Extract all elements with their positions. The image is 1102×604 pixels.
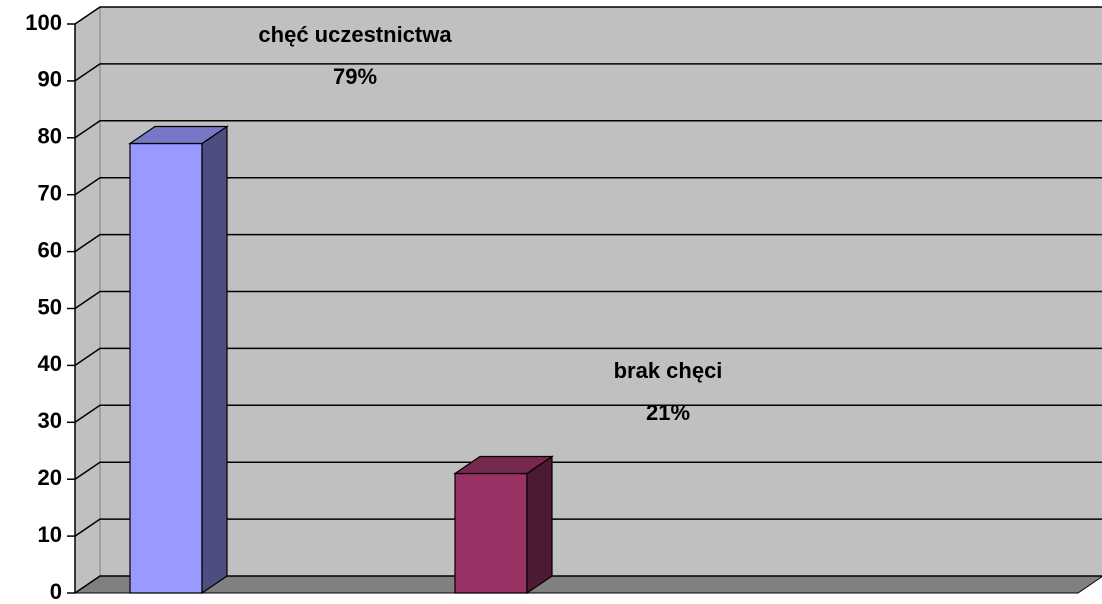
y-tick-label: 100: [25, 10, 62, 35]
y-tick-label: 40: [38, 351, 62, 376]
bar-front: [129, 142, 203, 594]
y-tick-label: 50: [38, 294, 62, 319]
grid-line: [74, 461, 1102, 480]
grid-line: [74, 518, 1102, 537]
grid-line: [74, 347, 1102, 367]
y-tick-label: 10: [38, 522, 62, 547]
bar-side: [201, 125, 228, 595]
data-label-category: chęć uczestnictwa: [258, 22, 452, 48]
y-tick-label: 80: [38, 124, 62, 149]
grid-line: [74, 290, 1102, 310]
bar-side: [526, 455, 553, 595]
grid-line: [74, 176, 1102, 196]
grid-line: [74, 233, 1102, 253]
y-tick-label: 60: [38, 237, 62, 262]
data-label-value: 21%: [645, 399, 691, 425]
bar-top: [128, 125, 229, 145]
grid-line: [74, 120, 1102, 139]
data-label-value: 79%: [332, 64, 378, 90]
grid-line: [74, 575, 1102, 594]
floor: [73, 575, 1102, 594]
grid-line: [74, 404, 1102, 423]
bar-top: [453, 455, 554, 475]
y-tick-label: 30: [38, 408, 62, 433]
bar-front: [454, 472, 528, 594]
y-tick-label: 20: [38, 465, 62, 490]
y-tick-label: 90: [38, 67, 62, 92]
grid-line: [74, 63, 1102, 82]
data-label-category: brak chęci: [613, 357, 723, 383]
y-tick-label: 70: [38, 181, 62, 206]
bar: [128, 125, 229, 595]
y-tick-label: 0: [50, 579, 62, 604]
bar: [453, 455, 554, 595]
grid-line: [74, 6, 1102, 25]
